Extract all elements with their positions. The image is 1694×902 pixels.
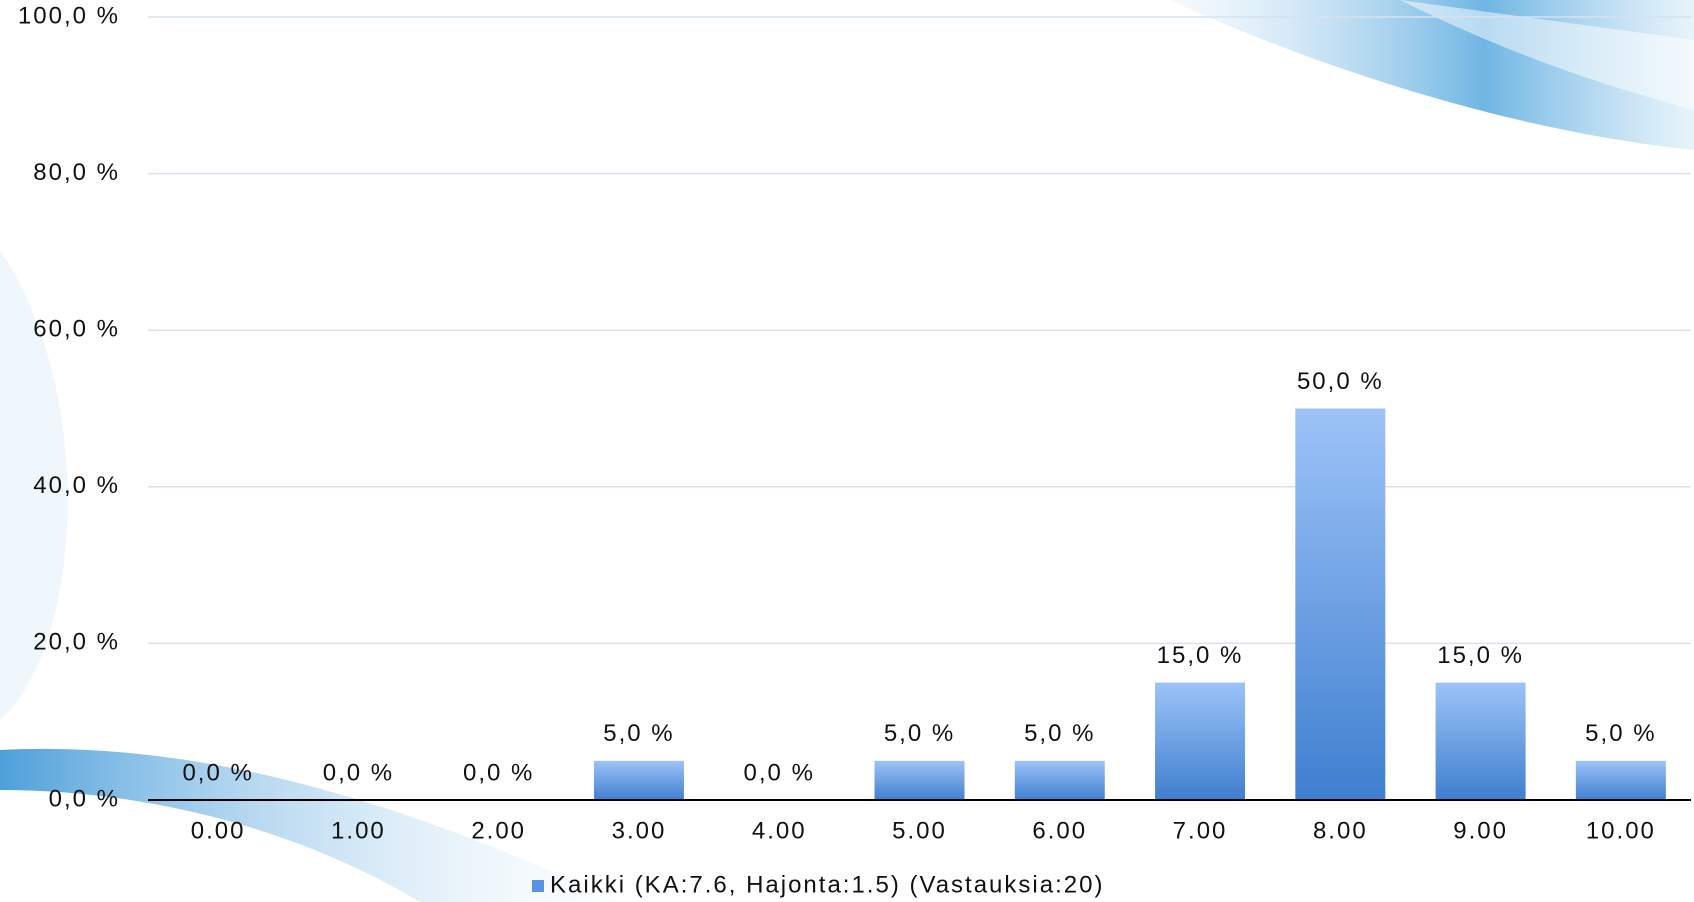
y-tick-label: 100,0 %: [18, 2, 120, 29]
value-label: 5,0 %: [603, 720, 674, 747]
value-label: 0,0 %: [463, 759, 534, 786]
x-tick-label: 1.00: [331, 817, 386, 844]
y-tick-label: 60,0 %: [33, 316, 120, 343]
x-tick-label: 6.00: [1032, 817, 1087, 844]
x-tick-label: 10.00: [1586, 817, 1656, 844]
x-tick-label: 9.00: [1453, 817, 1508, 844]
bar: [1575, 760, 1666, 800]
x-tick-label: 7.00: [1173, 817, 1228, 844]
bar: [1435, 682, 1526, 800]
x-tick-label: 3.00: [612, 817, 667, 844]
x-tick-label: 0.00: [191, 817, 246, 844]
x-tick-label: 2.00: [471, 817, 526, 844]
bar: [593, 760, 684, 800]
value-label: 5,0 %: [1024, 720, 1095, 747]
background-swoosh: [1400, 0, 1694, 110]
background-swoosh: [0, 748, 620, 902]
y-tick-label: 80,0 %: [33, 159, 120, 186]
bar: [1295, 408, 1386, 800]
value-label: 0,0 %: [323, 759, 394, 786]
x-tick-label: 4.00: [752, 817, 807, 844]
y-tick-label: 20,0 %: [33, 629, 120, 656]
value-label: 5,0 %: [884, 720, 955, 747]
background-swoosh: [0, 250, 68, 720]
y-tick-label: 0,0 %: [49, 785, 120, 812]
x-tick-label: 5.00: [892, 817, 947, 844]
legend-label: Kaikki (KA:7.6, Hajonta:1.5) (Vastauksia…: [550, 871, 1104, 898]
x-tick-label: 8.00: [1313, 817, 1368, 844]
value-label: 0,0 %: [744, 759, 815, 786]
bar: [874, 760, 965, 800]
bar: [1014, 760, 1105, 800]
value-label: 15,0 %: [1157, 642, 1244, 669]
value-label: 0,0 %: [182, 759, 253, 786]
value-label: 50,0 %: [1297, 368, 1384, 395]
legend-swatch: [532, 880, 544, 892]
y-tick-label: 40,0 %: [33, 472, 120, 499]
bar: [1155, 682, 1246, 800]
value-label: 5,0 %: [1585, 720, 1656, 747]
value-label: 15,0 %: [1437, 642, 1524, 669]
